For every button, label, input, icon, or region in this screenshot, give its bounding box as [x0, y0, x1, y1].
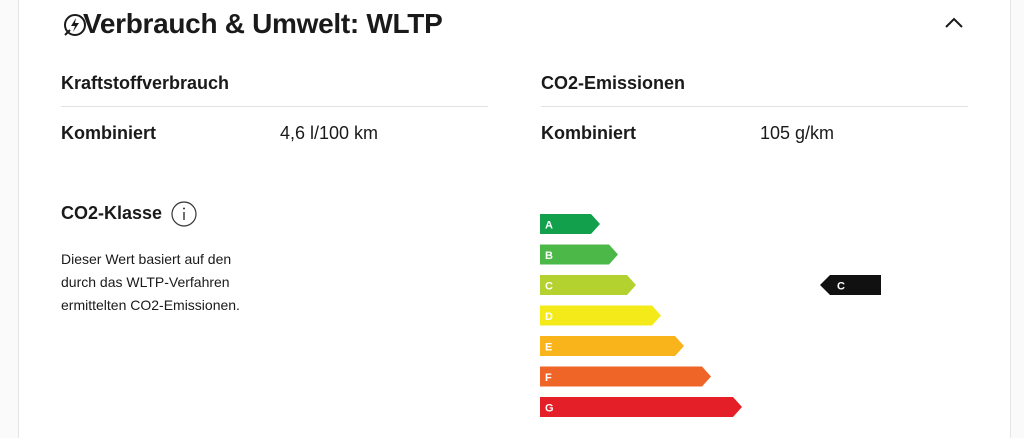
leaf-icon [64, 14, 86, 36]
class-bar [540, 244, 618, 265]
class-letter: G [545, 403, 554, 415]
class-letter: D [545, 311, 553, 323]
description-line: Dieser Wert basiert auf den [61, 251, 232, 267]
collapse-chevron[interactable] [944, 16, 964, 30]
class-bar [540, 397, 742, 417]
class-bar [540, 305, 661, 326]
emissions-heading: CO2-Emissionen [541, 73, 686, 93]
class-letter: F [545, 372, 552, 384]
class-letter: C [545, 281, 553, 293]
class-letter: B [545, 250, 553, 262]
section-title: Verbrauch & Umwelt: WLTP [83, 8, 443, 39]
class-letter: A [545, 220, 553, 232]
class-bar [540, 275, 636, 295]
info-icon[interactable] [171, 201, 197, 227]
page: Verbrauch & Umwelt {"header": {"title": … [18, 0, 1011, 438]
selected-letter: C [837, 281, 845, 293]
divider [541, 106, 968, 107]
row-label: Kombiniert [541, 123, 637, 143]
class-heading: CO2-Klasse [61, 203, 163, 223]
divider [61, 106, 488, 107]
row-value: 105 g/km [760, 123, 835, 143]
energy-label: A B C C D E F G [540, 214, 881, 417]
selected-indicator [820, 275, 881, 295]
description-line: ermittelten CO2-Emissionen. [61, 297, 240, 313]
description-line: durch das WLTP-Verfahren [61, 274, 230, 290]
row-label: Kombiniert [61, 123, 157, 143]
page-body: Verbrauch & Umwelt: WLTP Kraftstoffverbr… [18, 0, 1011, 438]
fuel-heading: Kraftstoffverbrauch [61, 73, 230, 93]
class-bar [540, 366, 711, 387]
class-letter: E [545, 342, 552, 354]
class-bar [540, 214, 600, 234]
row-value: 4,6 l/100 km [280, 123, 379, 143]
class-bar [540, 336, 684, 356]
